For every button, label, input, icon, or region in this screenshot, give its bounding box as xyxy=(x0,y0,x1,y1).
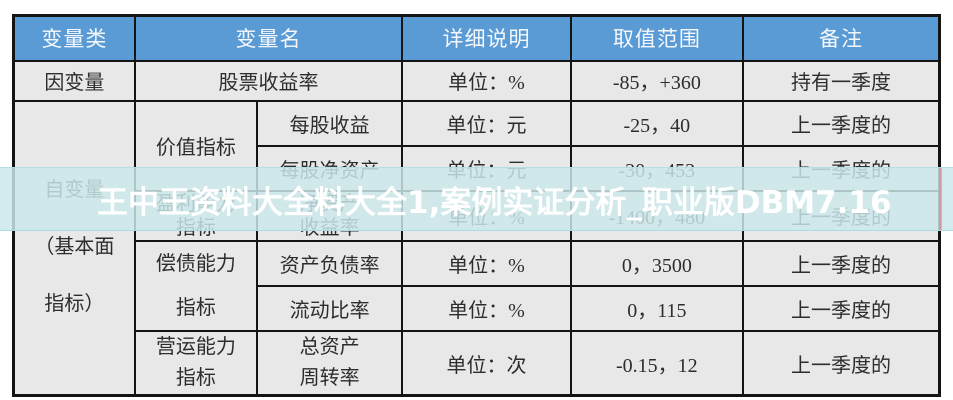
header-variable-name: 变量名 xyxy=(133,14,404,62)
header-note: 备注 xyxy=(742,14,941,62)
cell-detail: 单位：元 xyxy=(401,99,572,147)
banner-edge-mark xyxy=(939,168,942,230)
cell-category-independent: 自变量 （基本面 指标） xyxy=(12,99,136,397)
cell-range: -0.15，12 xyxy=(569,330,745,397)
cell-note: 上一季度的 xyxy=(742,99,941,147)
cell-detail: 单位：% xyxy=(401,285,572,333)
table-row: 营运能力 指标 总资产 周转率 单位：次 -0.15，12 上一季度的 xyxy=(14,330,941,397)
table-row: 流动比率 单位：% 0，115 上一季度的 xyxy=(14,285,941,333)
cell-category: 因变量 xyxy=(12,59,136,102)
cell-note: 上一季度的 xyxy=(742,330,941,397)
cell-variable: 总资产 周转率 xyxy=(255,330,404,397)
table-row: 偿债能力 指标 资产负债率 单位：% 0，3500 上一季度的 xyxy=(14,240,941,333)
cell-variable: 每股收益 xyxy=(255,99,404,147)
cell-range: -85，+360 xyxy=(569,59,745,102)
spam-banner: 王中王资料大全料大全1,案例实证分析_职业版DBM7.16 xyxy=(0,167,953,231)
cell-note: 持有一季度 xyxy=(742,59,941,102)
cell-note: 上一季度的 xyxy=(742,285,941,333)
header-range: 取值范围 xyxy=(569,14,745,62)
cell-range: 0，115 xyxy=(569,285,745,333)
cell-variable: 资产负债率 xyxy=(255,240,404,288)
cell-detail: 单位：次 xyxy=(401,330,572,397)
cell-note: 上一季度的 xyxy=(742,240,941,288)
header-detail: 详细说明 xyxy=(401,14,572,62)
header-variable-class: 变量类 xyxy=(12,14,136,62)
cell-detail: 单位：% xyxy=(401,240,572,288)
cell-variable: 股票收益率 xyxy=(133,59,404,102)
table-row-dependent: 因变量 股票收益率 单位：% -85，+360 持有一季度 xyxy=(12,59,941,102)
cell-group-debt: 偿债能力 指标 xyxy=(133,240,259,333)
cell-group-operating: 营运能力 指标 xyxy=(133,330,259,397)
cell-range: -25，40 xyxy=(569,99,745,147)
cell-variable: 流动比率 xyxy=(255,285,404,333)
header-row: 变量类 变量名 详细说明 取值范围 备注 xyxy=(12,14,941,62)
cell-range: 0，3500 xyxy=(569,240,745,288)
table-row: 自变量 （基本面 指标） 价值指标 每股收益 单位：元 -25，40 上一季度的 xyxy=(12,99,941,397)
cell-detail: 单位：% xyxy=(401,59,572,102)
spam-banner-link[interactable]: 王中王资料大全料大全1,案例实证分析_职业版DBM7.16 xyxy=(97,184,892,221)
